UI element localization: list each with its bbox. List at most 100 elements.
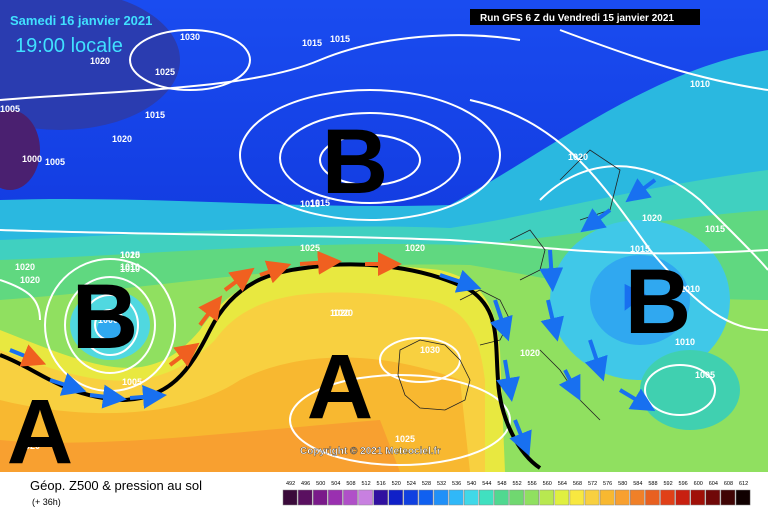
scale-label: 596 [679,481,688,487]
scale-swatch [569,489,585,506]
isobar-label: 1015 [120,250,140,260]
isobar-label: 1020 [112,134,132,144]
wind-arrows [9,178,657,457]
scale-label: 536 [452,481,461,487]
scale-swatch [388,489,404,506]
isobar-label: 1020 [90,56,110,66]
scale-swatch [418,489,434,506]
isobar-label: 1020 [120,250,140,260]
scale-label: 520 [392,481,401,487]
run-box [470,9,700,25]
isobar-label: 1015 [310,198,330,208]
isobar-label: 1010 [680,284,700,294]
isobar-label: 1015 [300,199,320,209]
isobar-label: 1005 [45,157,65,167]
scale-swatch [735,489,751,506]
scale-swatch [479,489,494,506]
scale-swatch [690,489,706,506]
scale-swatch [328,489,343,506]
forecast-date: Samedi 16 janvier 2021 [10,13,152,28]
isobar-label: 1020 [405,243,425,253]
lead-time: (+ 36h) [32,497,61,507]
scale-swatch [524,489,539,506]
isobar-label: 1020 [20,441,40,451]
scale-label: 568 [573,481,582,487]
scale-label: 512 [361,481,370,487]
scale-swatch [463,489,479,506]
scale-swatch [645,489,660,506]
pressure-center: A [307,336,373,438]
isobar-label: 1010 [675,337,695,347]
scale-swatch [403,489,419,506]
legend-title: Géop. Z500 & pression au sol [30,478,202,493]
isobar-label: 1020 [330,308,350,318]
scale-swatch [539,489,555,506]
scale-label: 508 [346,481,355,487]
forecast-time: 19:00 locale [15,35,123,57]
scale-label: 612 [739,481,748,487]
scale-swatch [599,489,615,506]
isobar-label: 1020 [568,152,588,162]
isobar-label: 1015 [302,38,322,48]
isobar-label: 1015 [330,34,350,44]
scale-label: 532 [437,481,446,487]
scale-label: 584 [633,481,642,487]
scale-label: 528 [422,481,431,487]
scale-swatch [343,489,358,506]
isobar-label: 1005 [0,104,20,114]
scale-swatch [448,489,464,506]
scale-swatch [312,489,328,506]
isobar-label: 1020 [520,348,540,358]
isobar-label: 1025 [155,67,175,77]
scale-swatch [494,489,509,506]
copyright: Copyright © 2021 Meteociel.fr [300,446,441,457]
scale-label: 576 [603,481,612,487]
isobar-label: 1015 [705,224,725,234]
isobar-label: 1020 [20,275,40,285]
scale-label: 564 [558,481,567,487]
scale-label: 608 [724,481,733,487]
scale-label: 496 [301,481,310,487]
scale-label: 540 [467,481,476,487]
scale-label: 552 [512,481,521,487]
scale-swatch [433,489,449,506]
scale-label: 492 [286,481,295,487]
isobar-label: 1020 [333,308,353,318]
scale-swatch [509,489,524,506]
isobar-label: 1005 [695,370,715,380]
pressure-center: B [625,251,691,353]
scale-swatch [282,489,298,506]
isobar-label: 1020 [642,213,662,223]
scale-label: 548 [497,481,506,487]
isobar-label: 1015 [630,244,650,254]
isobar-label: 1025 [395,434,415,444]
scale-label: 500 [316,481,325,487]
scale-label: 604 [709,481,718,487]
pressure-center: B [322,111,388,213]
isobar-label: 1030 [420,345,440,355]
scale-label: 600 [694,481,703,487]
scale-swatch [630,489,645,506]
isobar-label: 1005 [122,377,142,387]
isobar-label: 1010 [120,262,140,272]
pressure-center: A [7,381,73,483]
scale-label: 592 [663,481,672,487]
scale-swatch [554,489,570,506]
scale-swatch [720,489,736,506]
scale-label: 560 [543,481,552,487]
scale-label: 516 [377,481,386,487]
isobar-label: 1020 [15,262,35,272]
scale-label: 572 [588,481,597,487]
scale-label: 556 [528,481,537,487]
scale-swatch [614,489,630,506]
pressure-center: B [72,266,138,368]
isobar-label: 1010 [120,264,140,274]
scale-label: 580 [618,481,627,487]
isobar-label: 1025 [300,243,320,253]
scale-swatch [297,489,313,506]
scale-swatch [358,489,373,506]
scale-label: 504 [331,481,340,487]
scale-swatch [660,489,675,506]
isobar-label: 1015 [145,110,165,120]
